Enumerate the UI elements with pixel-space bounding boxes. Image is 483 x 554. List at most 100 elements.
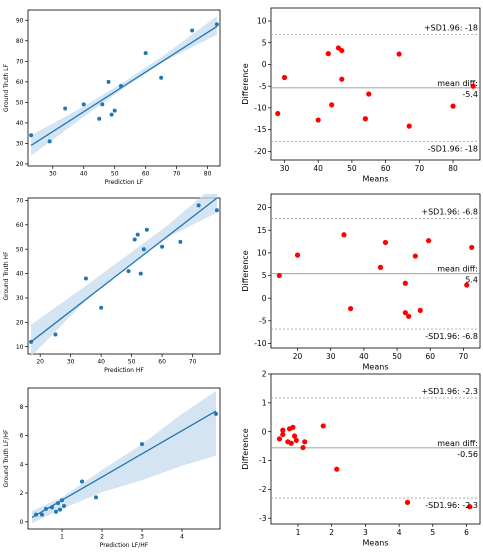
x-tick-label: 20 <box>36 359 44 366</box>
y-tick-label: -1 <box>259 456 267 465</box>
chart-reg1: 30 40 50 60 70 80 20 30 40 50 60 70 80 90 Prediction L… <box>3 9 221 186</box>
x-tick-label: 30 <box>49 171 57 178</box>
y-tick-label: 50 <box>16 99 24 106</box>
data-point <box>280 427 286 433</box>
data-point <box>425 238 432 244</box>
data-point <box>97 116 102 121</box>
y-tick-label: 6 <box>20 433 24 440</box>
x-tick-label: 30 <box>280 164 290 173</box>
data-point <box>290 424 296 430</box>
y-tick-label: 1 <box>262 398 267 407</box>
x-axis-label: Means <box>363 539 389 548</box>
data-point <box>141 247 146 252</box>
data-point <box>288 440 294 446</box>
y-tick-label: 10 <box>16 344 24 351</box>
data-point <box>29 133 34 138</box>
data-point <box>377 264 384 270</box>
data-point <box>60 498 64 503</box>
chart-ba1: 30 40 50 60 70 80 -20 -15 -10 -5 0 5 10 Means Differen… <box>241 7 481 184</box>
x-axis-label: Prediction LF/HF <box>100 542 149 549</box>
data-point <box>320 423 326 429</box>
data-point <box>275 110 281 117</box>
y-tick-label: 5 <box>262 38 267 47</box>
mean-diff-label: mean diff: <box>437 265 478 274</box>
y-tick-label: 70 <box>16 198 24 205</box>
confidence-band <box>31 183 217 357</box>
chart-ba3: 1 2 3 4 5 6 -3 -2 -1 0 1 2 Means Difference +SD1.96: -… <box>241 370 481 548</box>
data-point <box>470 83 476 89</box>
data-point <box>109 112 114 117</box>
y-axis-label: Difference <box>241 63 250 104</box>
y-tick-label: 10 <box>257 17 267 26</box>
data-point <box>315 117 321 123</box>
data-point <box>94 495 98 500</box>
x-tick-label: 50 <box>111 171 119 178</box>
y-tick-label: 30 <box>16 295 24 302</box>
data-point <box>80 479 84 484</box>
y-axis-label: Difference <box>241 250 250 291</box>
x-tick-label: 4 <box>180 534 184 541</box>
x-tick-label: 50 <box>347 164 357 173</box>
data-point <box>106 79 111 84</box>
data-point <box>62 503 66 508</box>
data-point <box>47 139 52 144</box>
x-tick-label: 2 <box>329 528 334 537</box>
x-tick-label: 40 <box>80 171 88 178</box>
data-point <box>396 51 402 57</box>
mean-diff-label: mean diff: <box>437 79 478 88</box>
data-point <box>404 499 411 505</box>
data-point <box>56 501 60 506</box>
y-tick-label: 60 <box>16 222 24 229</box>
data-point <box>406 313 412 319</box>
data-point <box>412 253 418 259</box>
plot-frame <box>270 373 481 525</box>
data-point <box>276 436 283 442</box>
y-tick-label: -20 <box>254 147 266 156</box>
y-tick-label: 30 <box>16 141 24 148</box>
x-axis-label: Means <box>363 363 389 371</box>
y-tick-label: 2 <box>20 490 24 497</box>
y-axis-label: Difference <box>241 428 250 469</box>
data-point <box>300 444 306 451</box>
x-tick-label: 40 <box>313 164 323 173</box>
data-point <box>138 271 143 276</box>
x-tick-label: 70 <box>459 352 469 361</box>
data-point <box>214 411 218 416</box>
x-tick-label: 40 <box>359 352 369 361</box>
y-tick-label: 0 <box>262 427 267 436</box>
plot-frame <box>27 197 221 355</box>
mean-diff-value: -5.4 <box>462 90 478 99</box>
data-point <box>302 439 308 445</box>
data-point <box>341 232 347 238</box>
y-tick-label: 15 <box>257 226 267 235</box>
x-tick-label: 70 <box>173 171 181 178</box>
data-point <box>140 442 144 447</box>
data-point <box>126 269 131 274</box>
upper-limit-label: +SD1.96: -18 <box>424 23 478 32</box>
data-point <box>280 431 286 438</box>
data-point <box>366 91 372 97</box>
x-tick-label: 5 <box>430 528 435 537</box>
data-point <box>40 512 44 517</box>
mean-diff-value: 5.4 <box>465 276 478 285</box>
y-tick-label: 60 <box>16 79 24 86</box>
data-point <box>135 232 140 237</box>
x-tick-label: 3 <box>363 528 368 537</box>
x-tick-label: 6 <box>464 528 469 537</box>
data-point <box>143 51 148 56</box>
data-point <box>402 280 408 286</box>
chart-reg2: 20 30 40 50 60 70 10 20 30 40 50 60 70 Prediction HF G… <box>3 183 221 374</box>
x-tick-label: 40 <box>97 359 105 366</box>
x-tick-label: 30 <box>326 352 336 361</box>
y-tick-label: 40 <box>16 271 24 278</box>
data-point <box>100 102 105 107</box>
data-point <box>294 252 301 258</box>
y-tick-label: -15 <box>254 125 266 134</box>
data-point <box>81 102 86 107</box>
x-tick-label: 1 <box>296 528 301 537</box>
data-point <box>196 203 201 208</box>
data-point <box>293 437 299 443</box>
y-tick-label: 5 <box>262 271 267 280</box>
data-point <box>83 276 88 281</box>
x-tick-label: 70 <box>415 164 425 173</box>
